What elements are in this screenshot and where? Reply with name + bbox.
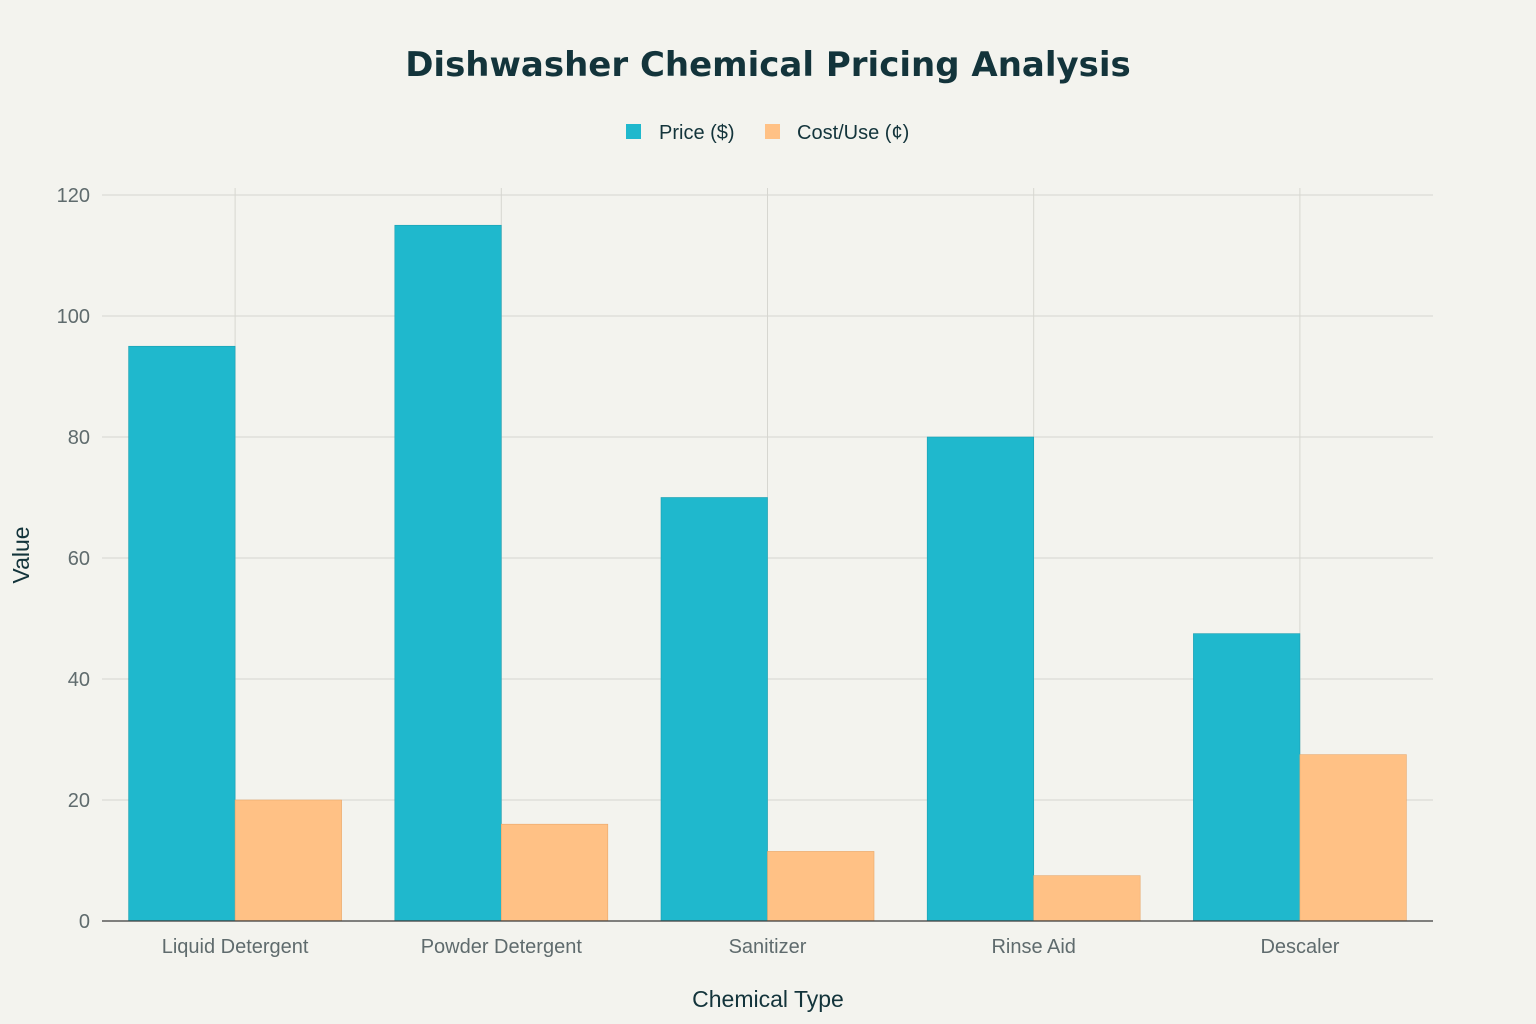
x-axis-label: Chemical Type — [692, 986, 844, 1012]
bar-price-2[interactable] — [660, 497, 768, 922]
y-tick-label: 0 — [79, 911, 90, 933]
y-tick-label: 20 — [68, 790, 90, 812]
chart-title: Dishwasher Chemical Pricing Analysis — [405, 45, 1131, 85]
x-tick-label: Liquid Detergent — [162, 936, 309, 958]
y-tick-label: 60 — [68, 548, 90, 570]
y-tick-label: 100 — [57, 306, 90, 328]
y-tick-label: 120 — [57, 185, 90, 207]
x-tick-label: Sanitizer — [729, 936, 807, 958]
bar-cost-per-use-4[interactable] — [1299, 754, 1407, 922]
bar-cost-per-use-2[interactable] — [767, 851, 875, 922]
x-tick-label: Rinse Aid — [991, 936, 1076, 958]
y-axis-ticks: 0 20 40 60 80 100 120 — [57, 185, 90, 933]
y-tick-label: 40 — [68, 669, 90, 691]
legend-swatch-1 — [765, 124, 780, 139]
bar-price-0[interactable] — [128, 345, 236, 922]
bars — [128, 224, 1407, 922]
bar-price-3[interactable] — [926, 436, 1035, 922]
bar-cost-per-use-3[interactable] — [1033, 875, 1141, 922]
bar-cost-per-use-1[interactable] — [500, 823, 609, 922]
bar-price-4[interactable] — [1193, 633, 1301, 922]
bar-cost-per-use-0[interactable] — [234, 799, 342, 922]
bar-price-1[interactable] — [394, 224, 502, 922]
x-tick-label: Descaler — [1260, 936, 1339, 958]
x-tick-label: Powder Detergent — [421, 936, 583, 958]
y-axis-label: Value — [8, 526, 34, 583]
legend: Price ($) Cost/Use (¢) — [626, 122, 909, 144]
y-tick-label: 80 — [68, 427, 90, 449]
legend-swatch-0 — [626, 124, 641, 139]
x-axis-ticks: Liquid Detergent Powder Detergent Sanitize… — [162, 936, 1340, 958]
legend-label-0[interactable]: Price ($) — [659, 122, 735, 144]
legend-label-1[interactable]: Cost/Use (¢) — [797, 122, 909, 144]
